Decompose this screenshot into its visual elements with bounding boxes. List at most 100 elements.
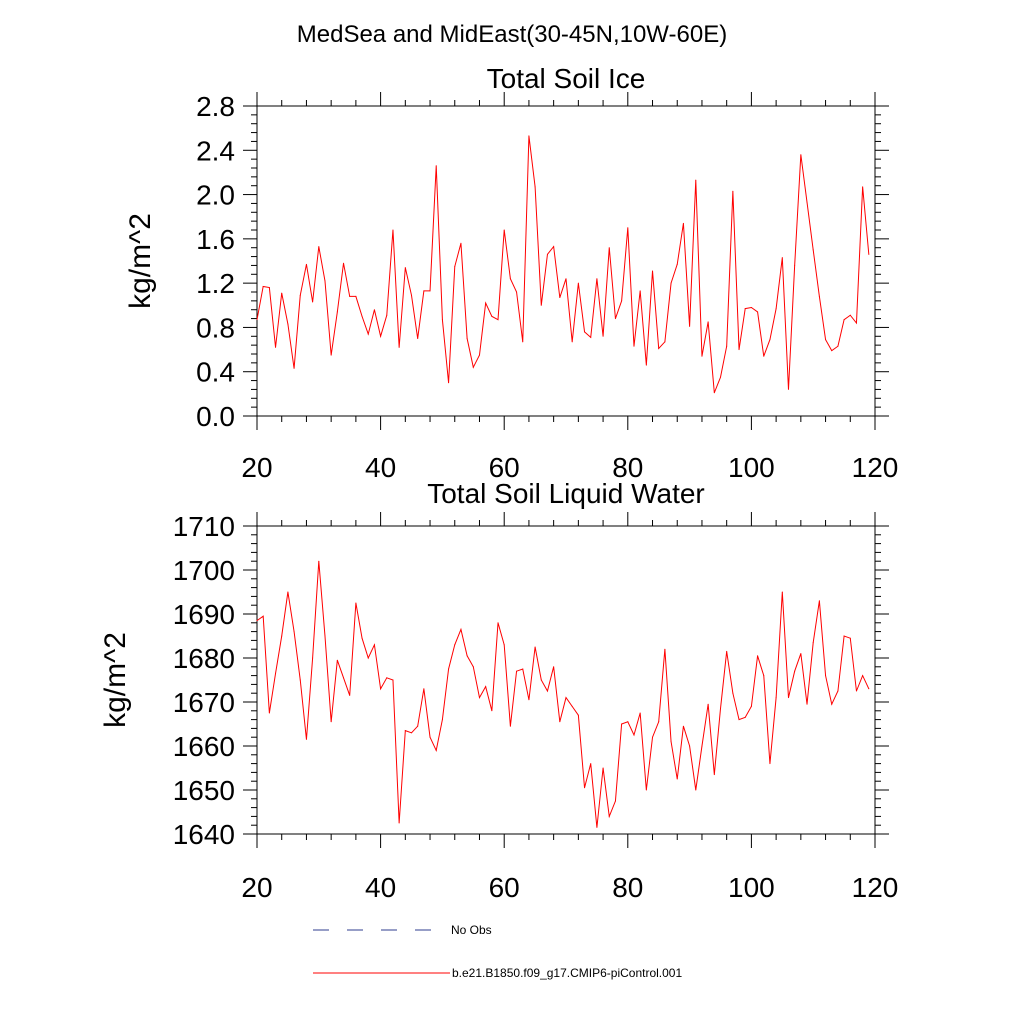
data-point <box>621 300 623 302</box>
data-point <box>837 690 839 692</box>
data-point <box>367 657 369 659</box>
data-point <box>849 637 851 639</box>
data-point <box>676 778 678 780</box>
data-point <box>460 628 462 630</box>
data-point <box>843 635 845 637</box>
data-point <box>726 650 728 652</box>
data-point <box>355 602 357 604</box>
data-point <box>404 730 406 732</box>
data-point <box>738 349 740 351</box>
data-point <box>825 675 827 677</box>
data-point <box>299 294 301 296</box>
data-point <box>312 657 314 659</box>
data-point <box>812 249 814 251</box>
data-point <box>262 285 264 287</box>
data-point <box>682 725 684 727</box>
data-point <box>732 692 734 694</box>
data-point <box>682 222 684 224</box>
data-point <box>571 341 573 343</box>
data-point <box>701 355 703 357</box>
data-point <box>652 270 654 272</box>
data-point <box>565 278 567 280</box>
data-point <box>330 721 332 723</box>
data-point <box>540 679 542 681</box>
y-axis-label: kg/m^2 <box>99 632 132 728</box>
data-point <box>633 734 635 736</box>
data-point <box>707 703 709 705</box>
data-point <box>732 190 734 192</box>
data-point <box>769 339 771 341</box>
data-point <box>627 721 629 723</box>
data-point <box>787 697 789 699</box>
data-point <box>336 311 338 313</box>
y-axis-label: kg/m^2 <box>124 213 157 309</box>
data-point <box>392 229 394 231</box>
data-point <box>757 311 759 313</box>
data-point <box>837 345 839 347</box>
data-point <box>744 308 746 310</box>
x-tick-label: 100 <box>728 452 775 483</box>
data-point <box>670 741 672 743</box>
x-tick-label: 40 <box>365 872 396 903</box>
y-tick-label: 1.6 <box>196 224 235 255</box>
data-point <box>757 655 759 657</box>
panel-title: Total Soil Liquid Water <box>427 478 705 509</box>
data-point <box>256 319 258 321</box>
legend-label-obs: No Obs <box>451 923 492 937</box>
data-point <box>256 620 258 622</box>
data-point <box>546 253 548 255</box>
data-point <box>336 659 338 661</box>
data-point <box>843 319 845 321</box>
data-point <box>268 712 270 714</box>
data-point <box>639 712 641 714</box>
data-point <box>645 364 647 366</box>
data-point <box>750 705 752 707</box>
y-tick-label: 1690 <box>173 599 235 630</box>
data-point <box>763 675 765 677</box>
legend-entry-obs: No Obs <box>313 923 492 937</box>
data-point <box>546 690 548 692</box>
data-point <box>429 736 431 738</box>
data-point <box>825 339 827 341</box>
data-point <box>287 591 289 593</box>
data-point <box>503 229 505 231</box>
data-point <box>590 336 592 338</box>
data-point <box>775 697 777 699</box>
data-point <box>812 642 814 644</box>
data-point <box>466 338 468 339</box>
data-point <box>689 325 691 327</box>
data-point <box>324 635 326 637</box>
data-point <box>590 763 592 765</box>
data-point <box>713 392 715 394</box>
data-point <box>349 295 351 297</box>
data-point <box>497 319 499 321</box>
data-point <box>485 302 487 304</box>
data-point <box>373 309 375 311</box>
data-point <box>787 388 789 390</box>
data-point <box>305 738 307 740</box>
data-point <box>411 732 412 734</box>
data-point <box>528 699 530 701</box>
data-point <box>559 297 561 299</box>
data-point <box>559 721 561 723</box>
data-point <box>448 668 450 670</box>
y-tick-label: 0.8 <box>196 312 235 343</box>
data-point <box>577 282 579 284</box>
data-point <box>281 635 283 637</box>
data-point <box>584 787 586 789</box>
y-tick-label: 2.4 <box>196 135 235 166</box>
data-point <box>441 719 443 721</box>
data-point <box>398 346 400 348</box>
series-line <box>256 561 870 828</box>
legend: No Obs b.e21.B1850.f09_g17.CMIP6-piContr… <box>313 923 682 980</box>
data-point <box>664 341 666 343</box>
data-point <box>435 749 437 751</box>
data-point <box>392 679 394 681</box>
data-point <box>516 670 518 672</box>
data-point <box>602 767 604 769</box>
data-point <box>868 253 870 255</box>
data-point <box>713 774 715 776</box>
data-point <box>794 670 796 672</box>
data-point <box>806 201 808 203</box>
